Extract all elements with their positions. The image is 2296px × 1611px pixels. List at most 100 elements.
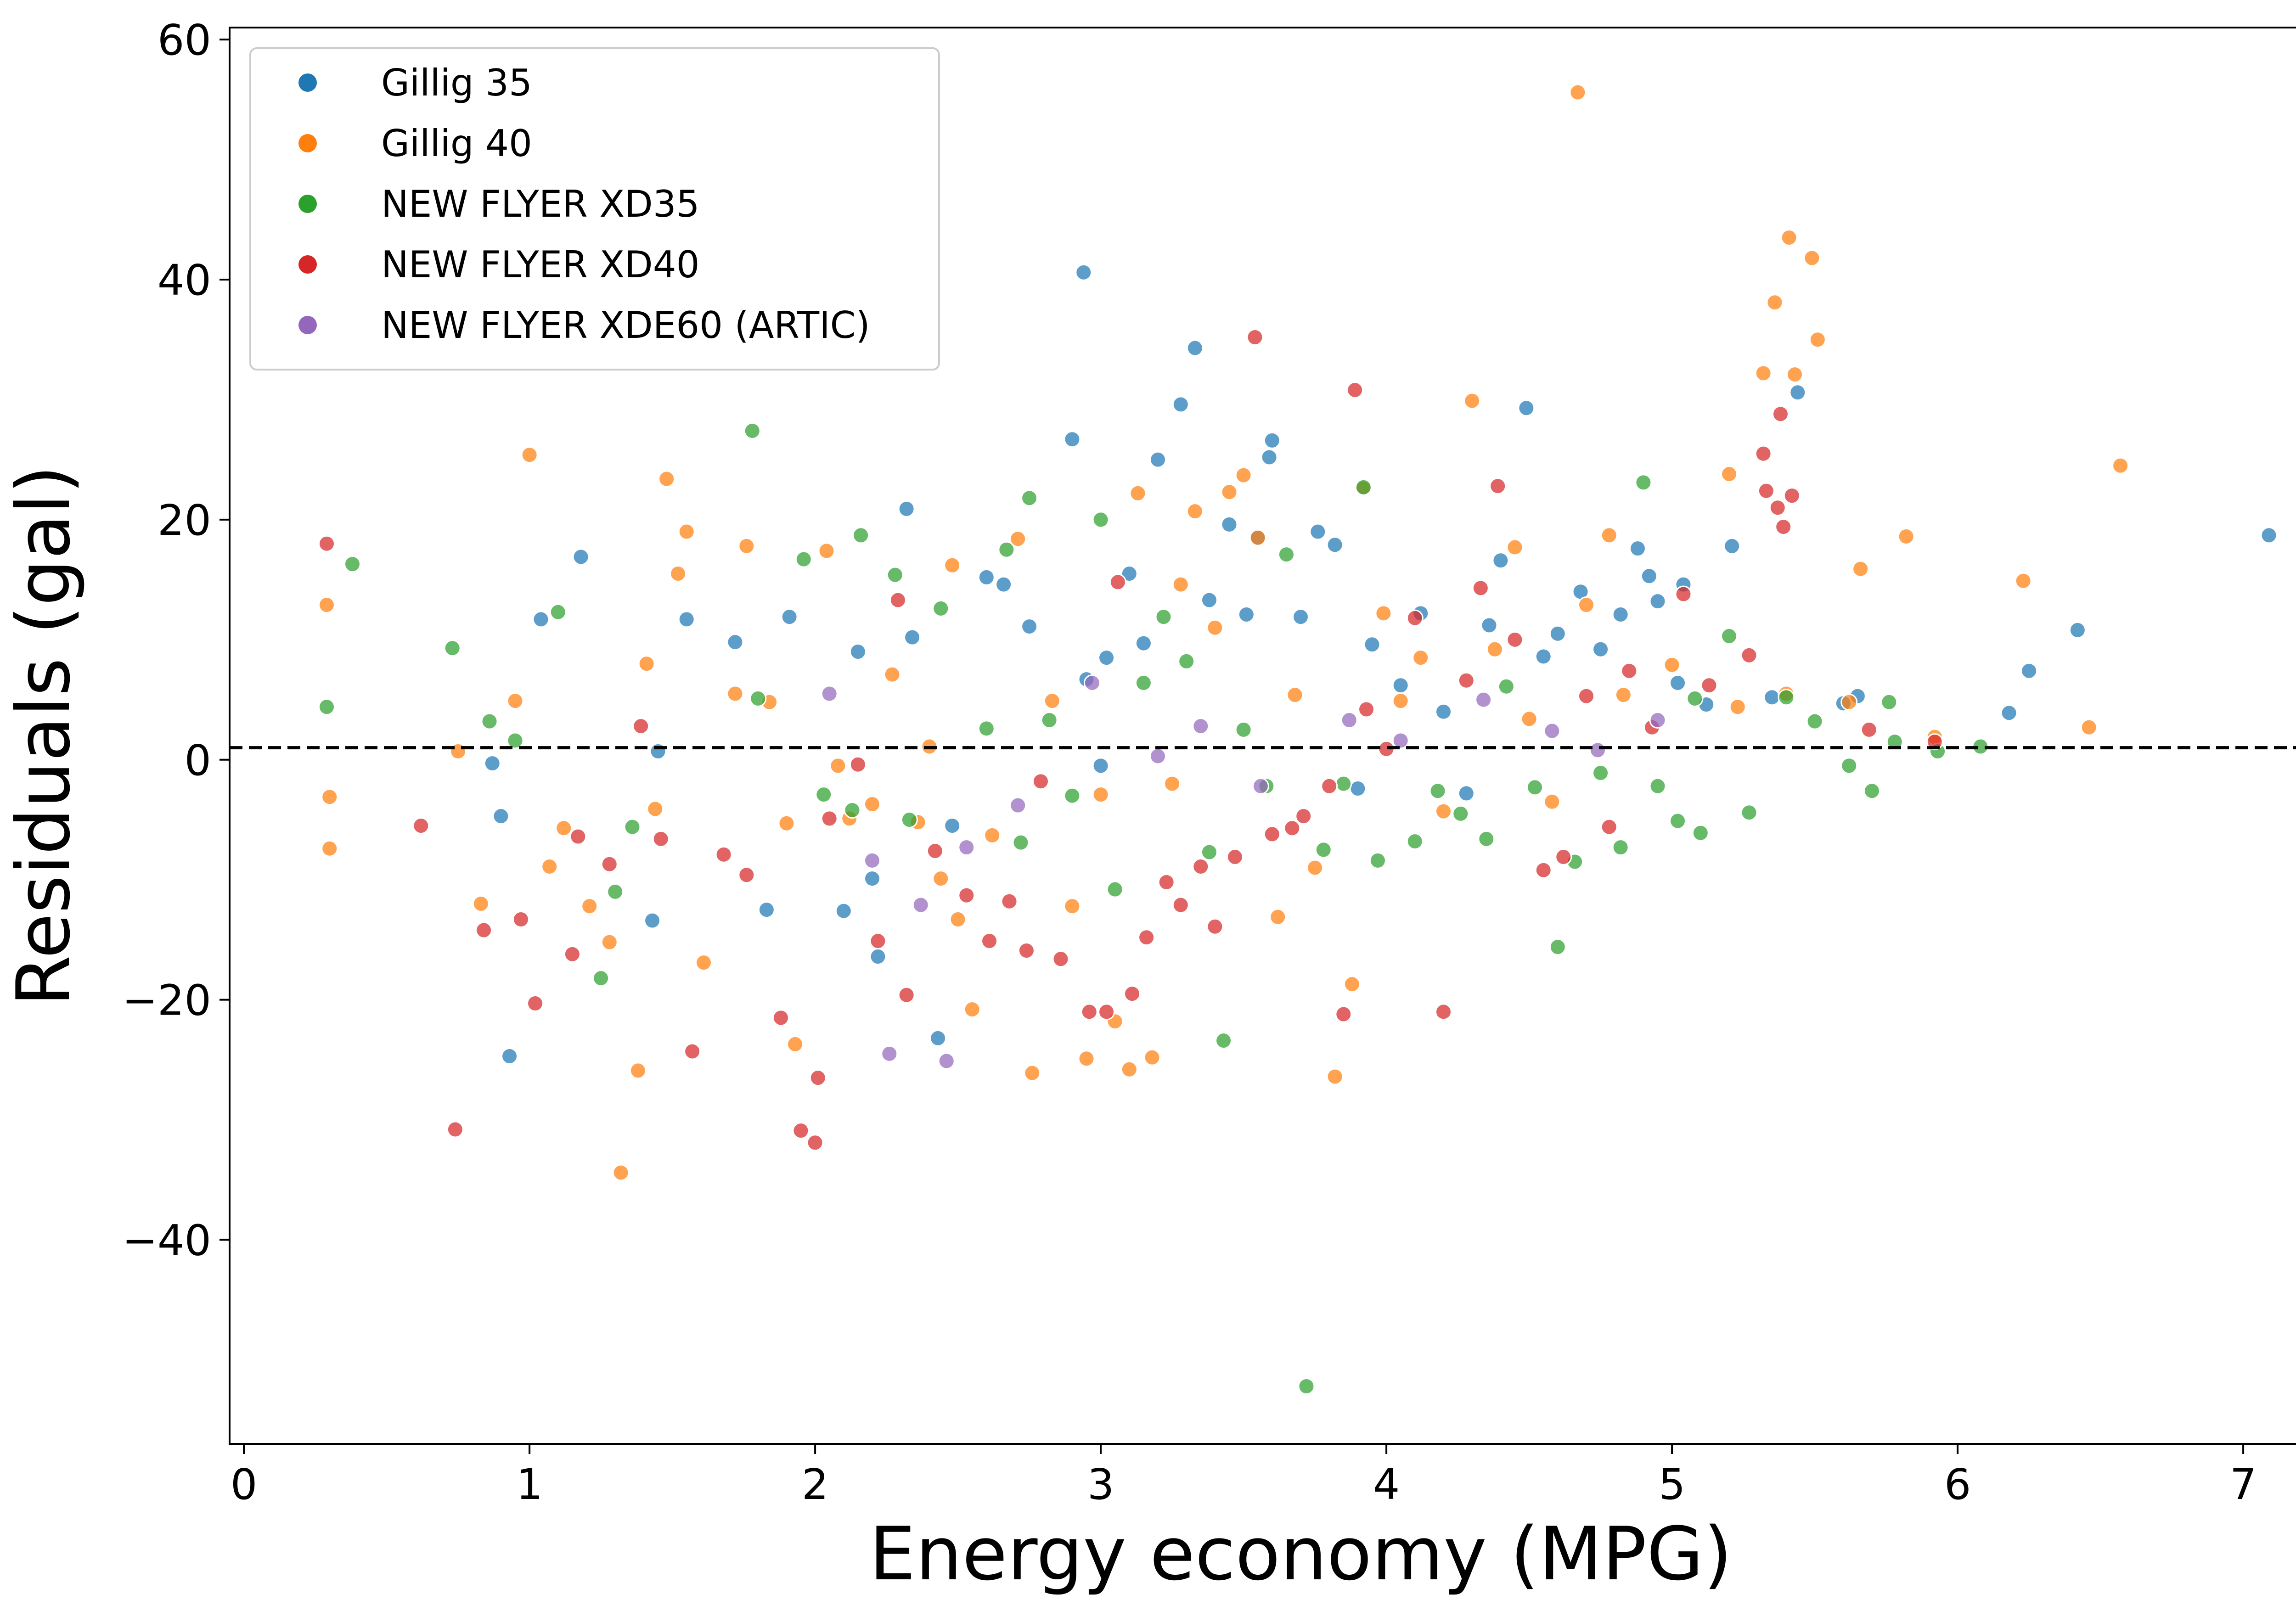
data-point-new-flyer-xd40-58 (1600, 818, 1618, 836)
data-point-gillig-35-3 (532, 611, 550, 628)
data-point-gillig-40-50 (1221, 483, 1238, 501)
data-point-gillig-35-31 (1186, 339, 1204, 357)
data-point-gillig-40-67 (1543, 793, 1561, 810)
data-point-new-flyer-xd35-21 (1021, 489, 1038, 507)
data-point-gillig-35-21 (1021, 618, 1038, 635)
data-point-gillig-40-45 (1143, 1049, 1161, 1066)
data-point-new-flyer-xd40-46 (1346, 382, 1364, 399)
data-point-gillig-35-39 (1309, 523, 1327, 540)
data-point-new-flyer-xd35-26 (1135, 674, 1152, 691)
data-point-new-flyer-xd40-4 (512, 911, 529, 928)
data-point-new-flyer-xd40-43 (1295, 808, 1312, 825)
data-point-new-flyer-xd35-58 (1840, 757, 1858, 775)
data-point-new-flyer-xd40-51 (1458, 672, 1475, 689)
data-point-new-flyer-xd40-39 (1226, 848, 1244, 866)
data-point-new-flyer-xd40-25 (981, 932, 998, 950)
data-point-gillig-40-86 (2015, 572, 2032, 589)
data-point-gillig-40-56 (1326, 1068, 1344, 1085)
data-point-gillig-40-84 (1897, 528, 1915, 545)
data-point-gillig-35-62 (1763, 689, 1781, 706)
x-tick-label-1: 1 (516, 1460, 543, 1509)
x-axis-ticks: 0 1 2 3 4 5 6 7 (231, 1444, 2257, 1509)
data-point-gillig-35-63 (1789, 384, 1806, 401)
data-point-gillig-35-55 (1629, 540, 1646, 557)
data-point-gillig-35-37 (1263, 432, 1281, 449)
data-point-gillig-35-28 (1135, 634, 1152, 652)
data-point-new-flyer-xd35-30 (1215, 1032, 1232, 1050)
data-point-new-flyer-xd40-42 (1283, 820, 1301, 837)
data-point-gillig-35-40 (1326, 536, 1344, 554)
data-point-new-flyer-xd40-27 (1018, 942, 1035, 959)
data-point-gillig-35-18 (944, 817, 961, 835)
data-point-gillig-40-3 (450, 742, 467, 760)
x-tick-label-0: 0 (231, 1460, 258, 1509)
plot-area-frame (229, 27, 2296, 1445)
data-point-gillig-40-33 (949, 911, 967, 928)
data-point-gillig-40-69 (1578, 596, 1595, 614)
data-point-new-flyer-xde60-artic-1 (864, 852, 881, 869)
data-point-new-flyer-xd35-9 (743, 422, 761, 439)
data-point-new-flyer-xd40-65 (1757, 482, 1775, 500)
data-point-new-flyer-xd35-45 (1549, 938, 1566, 956)
data-point-gillig-40-72 (1663, 656, 1681, 674)
data-point-new-flyer-xd35-52 (1686, 690, 1704, 707)
data-point-gillig-35-10 (781, 608, 798, 626)
data-point-gillig-40-80 (1803, 249, 1821, 267)
data-point-new-flyer-xd40-11 (684, 1043, 701, 1060)
data-point-gillig-40-0 (318, 596, 335, 614)
data-point-gillig-35-15 (898, 500, 915, 517)
data-point-new-flyer-xd40-59 (1621, 662, 1638, 679)
legend-marker-new-flyer-xd35 (298, 195, 317, 213)
data-point-gillig-35-53 (1592, 640, 1609, 658)
data-point-new-flyer-xd35-5 (549, 603, 567, 621)
data-point-gillig-40-57 (1343, 976, 1361, 993)
data-point-new-flyer-xd35-19 (998, 541, 1015, 558)
data-point-gillig-35-50 (1535, 648, 1552, 665)
data-point-gillig-35-66 (2000, 704, 2018, 722)
data-point-gillig-40-41 (1092, 786, 1109, 803)
data-point-new-flyer-xde60-artic-12 (1392, 732, 1409, 749)
data-point-gillig-40-48 (1186, 503, 1204, 520)
data-point-gillig-40-28 (884, 666, 901, 683)
data-point-gillig-40-35 (984, 826, 1001, 844)
data-point-gillig-40-39 (1064, 898, 1081, 915)
data-point-new-flyer-xd35-31 (1235, 721, 1252, 738)
data-point-gillig-35-1 (492, 808, 510, 825)
data-point-gillig-35-16 (904, 629, 921, 646)
data-point-gillig-40-49 (1206, 619, 1224, 636)
data-point-new-flyer-xd35-60 (1880, 693, 1898, 711)
data-point-gillig-40-62 (1435, 803, 1452, 820)
data-point-new-flyer-xd40-28 (1032, 773, 1049, 790)
data-point-gillig-40-36 (1009, 530, 1027, 548)
x-tick-label-6: 6 (1944, 1460, 1971, 1509)
data-point-gillig-35-20 (995, 576, 1013, 593)
data-point-new-flyer-xd40-53 (1489, 477, 1507, 495)
data-point-new-flyer-xd40-70 (1860, 721, 1878, 738)
data-point-gillig-40-32 (944, 556, 961, 574)
x-tick-label-4: 4 (1373, 1460, 1400, 1509)
data-point-gillig-35-29 (1149, 451, 1166, 468)
data-point-new-flyer-xd35-36 (1335, 775, 1352, 792)
data-point-new-flyer-xd35-47 (1592, 764, 1609, 782)
data-point-new-flyer-xd35-42 (1478, 830, 1495, 848)
legend-label-new-flyer-xde60-artic: NEW FLYER XDE60 (ARTIC) (381, 304, 870, 347)
data-point-gillig-35-43 (1392, 677, 1409, 694)
legend-marker-gillig-35 (298, 73, 317, 92)
legend-box (249, 47, 940, 370)
data-point-gillig-35-5 (644, 912, 661, 929)
legend-marker-new-flyer-xd40 (298, 255, 317, 274)
data-point-gillig-40-83 (1852, 560, 1869, 578)
data-point-gillig-35-67 (2020, 662, 2038, 679)
data-point-gillig-35-7 (678, 611, 695, 628)
data-point-new-flyer-xde60-artic-7 (1083, 674, 1101, 691)
data-point-new-flyer-xd40-17 (809, 1069, 827, 1087)
data-point-new-flyer-xd35-20 (1012, 834, 1030, 851)
data-point-gillig-40-6 (521, 446, 538, 464)
data-point-gillig-35-41 (1349, 780, 1367, 797)
data-point-gillig-40-68 (1569, 84, 1587, 101)
data-point-new-flyer-xd40-49 (1406, 609, 1424, 627)
data-point-gillig-35-19 (978, 568, 995, 586)
data-point-gillig-35-42 (1363, 636, 1381, 653)
data-point-gillig-40-12 (629, 1062, 647, 1079)
